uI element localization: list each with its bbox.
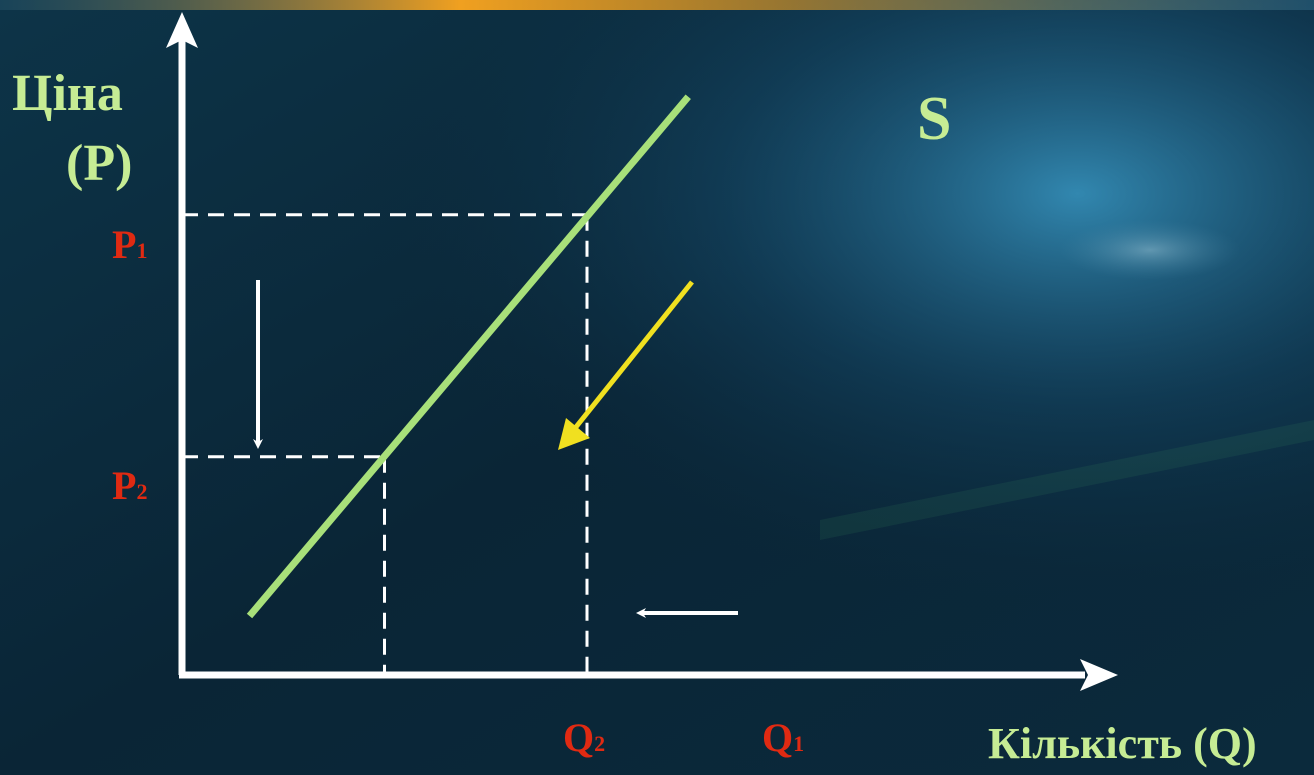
- y-marker-p2: P2: [112, 463, 148, 508]
- y-axis-arrowhead: [166, 12, 198, 48]
- annotation-arrows: [253, 280, 738, 618]
- x-axis-title: Кількість (Q): [988, 719, 1257, 768]
- y-axis-title-line2: (P): [66, 135, 133, 192]
- y-marker-p1: P1: [112, 222, 148, 267]
- x-marker-q2: Q2: [563, 715, 606, 760]
- x-axis-arrowhead: [1080, 659, 1118, 691]
- series-label-s: S: [917, 85, 952, 153]
- movement-arrow-shaft: [570, 280, 694, 434]
- series-layer: [246, 94, 691, 619]
- movement-arrow-head: [558, 418, 590, 450]
- y-axis-title-line1: Ціна: [12, 65, 123, 122]
- x-marker-q1: Q1: [762, 715, 805, 760]
- guide-lines: [182, 213, 589, 675]
- supply-curve-line: [246, 94, 691, 619]
- axes: [166, 12, 1118, 691]
